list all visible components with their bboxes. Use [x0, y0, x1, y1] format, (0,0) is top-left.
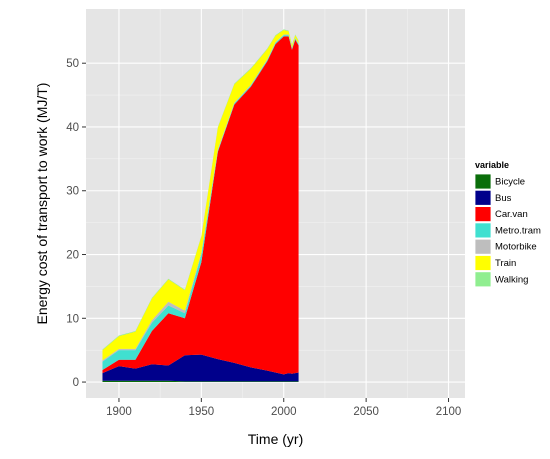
y-tick-label: 20 — [66, 250, 79, 262]
legend-label: Walking — [495, 274, 528, 285]
legend-label: Metro.tram — [495, 225, 541, 236]
x-tick-label: 1900 — [106, 406, 132, 418]
y-tick-label: 10 — [66, 313, 79, 325]
area-bicycle — [102, 380, 299, 383]
legend-key — [474, 238, 492, 255]
legend-label: Train — [495, 258, 516, 269]
legend-key — [474, 255, 492, 271]
legend-label: Car.van — [495, 209, 528, 220]
legend-label: Bus — [495, 193, 512, 204]
stacked-areas — [102, 29, 299, 383]
y-axis: 0 10 20 30 40 50 — [66, 58, 86, 389]
x-tick-label: 2050 — [353, 406, 379, 418]
legend-label: Motorbike — [495, 242, 537, 253]
legend-label: Bicycle — [495, 177, 525, 188]
x-tick-label: 2000 — [271, 406, 297, 418]
area-bus — [102, 354, 299, 382]
x-axis: 1900 1950 2000 2050 2100 — [106, 398, 461, 418]
legend-key — [474, 222, 492, 239]
x-tick-label: 1950 — [189, 406, 215, 418]
legend: variable Bicycle Bus Car.van Metro.tram Moto… — [474, 160, 541, 288]
legend-key — [474, 271, 492, 288]
legend-key — [474, 189, 492, 206]
legend-title: variable — [475, 160, 509, 170]
y-tick-label: 40 — [66, 122, 79, 134]
y-tick-label: 0 — [73, 377, 79, 389]
legend-key — [474, 173, 492, 190]
x-tick-label: 2100 — [436, 406, 462, 418]
x-axis-title: Time (yr) — [248, 431, 303, 447]
y-tick-label: 50 — [66, 58, 79, 70]
area-car-van — [102, 36, 299, 375]
legend-key — [474, 206, 492, 223]
y-tick-label: 30 — [66, 186, 79, 198]
y-axis-title: Energy cost of transport to work (MJ/T) — [34, 83, 50, 325]
